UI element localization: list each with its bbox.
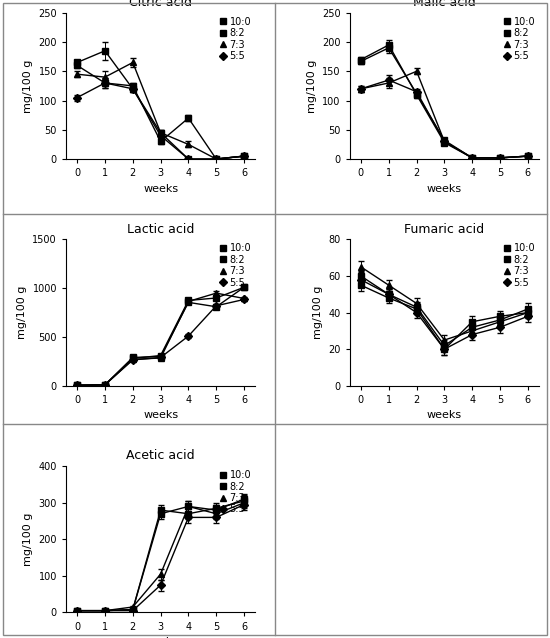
X-axis label: weeks: weeks [143,184,178,193]
Title: Lactic acid: Lactic acid [127,223,194,235]
X-axis label: weeks: weeks [427,410,462,420]
Title: Acetic acid: Acetic acid [126,449,195,463]
Legend: 10:0, 8:2, 7:3, 5:5: 10:0, 8:2, 7:3, 5:5 [217,15,253,63]
Title: Malic acid: Malic acid [413,0,476,9]
X-axis label: weeks: weeks [143,410,178,420]
Title: Fumaric acid: Fumaric acid [404,223,485,235]
Legend: 10:0, 8:2, 7:3, 5:5: 10:0, 8:2, 7:3, 5:5 [501,15,537,63]
Title: Citric acid: Citric acid [129,0,192,9]
Legend: 10:0, 8:2, 7:3, 5:5: 10:0, 8:2, 7:3, 5:5 [501,241,537,290]
Legend: 10:0, 8:2, 7:3, 5:5: 10:0, 8:2, 7:3, 5:5 [217,241,253,290]
Y-axis label: mg/100 g: mg/100 g [17,286,27,339]
X-axis label: weeks: weeks [427,184,462,193]
X-axis label: weeks: weeks [143,637,178,638]
Y-axis label: mg/100 g: mg/100 g [306,59,317,112]
Y-axis label: mg/100 g: mg/100 g [313,286,323,339]
Y-axis label: mg/100 g: mg/100 g [23,513,33,566]
Y-axis label: mg/100 g: mg/100 g [23,59,33,112]
Legend: 10:0, 8:2, 7:3, 5:5: 10:0, 8:2, 7:3, 5:5 [217,468,253,516]
